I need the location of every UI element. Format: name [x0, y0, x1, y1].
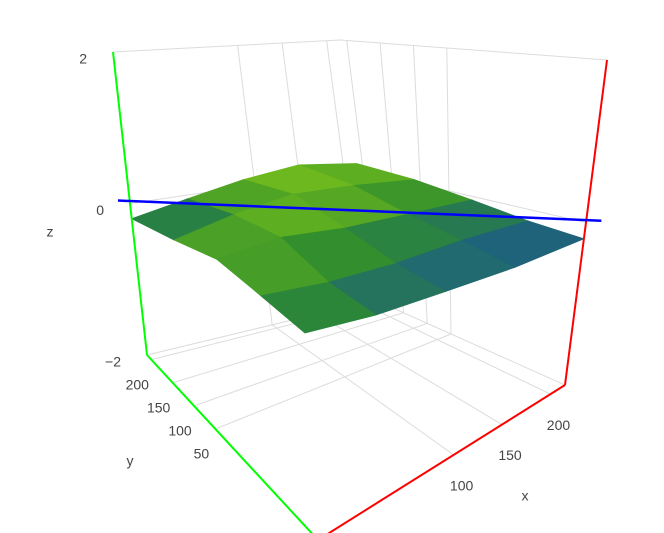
y-tick-label: 100: [168, 423, 192, 439]
x-tick-label: 100: [450, 478, 474, 494]
grid-line: [316, 313, 503, 425]
z-tick-label: 0: [96, 202, 104, 218]
z-axis-title: z: [47, 224, 54, 240]
x-tick-label: 200: [547, 417, 571, 433]
x-axis-line: [327, 384, 566, 533]
grid-line: [374, 299, 566, 386]
grid-line: [271, 324, 454, 456]
zero-line: [117, 199, 602, 222]
grid-line: [215, 333, 452, 430]
x-axis-title: x: [522, 488, 529, 504]
y-tick-label: 200: [126, 376, 150, 392]
y-axis-line: [146, 354, 313, 533]
z-tick-label: −2: [105, 354, 121, 370]
grid-line: [361, 302, 551, 395]
z-tick-label: 2: [79, 51, 87, 67]
grid-line: [172, 312, 404, 384]
x-tick-label: 150: [498, 447, 522, 463]
y-tick-label: 50: [194, 446, 210, 462]
x-axis-edge: [564, 59, 608, 386]
y-tick-label: 150: [147, 399, 171, 415]
y-axis-title: y: [127, 453, 134, 469]
surface-cell: [260, 281, 377, 334]
z-axis-line: [112, 51, 148, 356]
grid-line: [112, 39, 341, 53]
grid-line: [193, 322, 428, 407]
grid-line: [339, 39, 608, 61]
surface-group: [130, 163, 586, 334]
